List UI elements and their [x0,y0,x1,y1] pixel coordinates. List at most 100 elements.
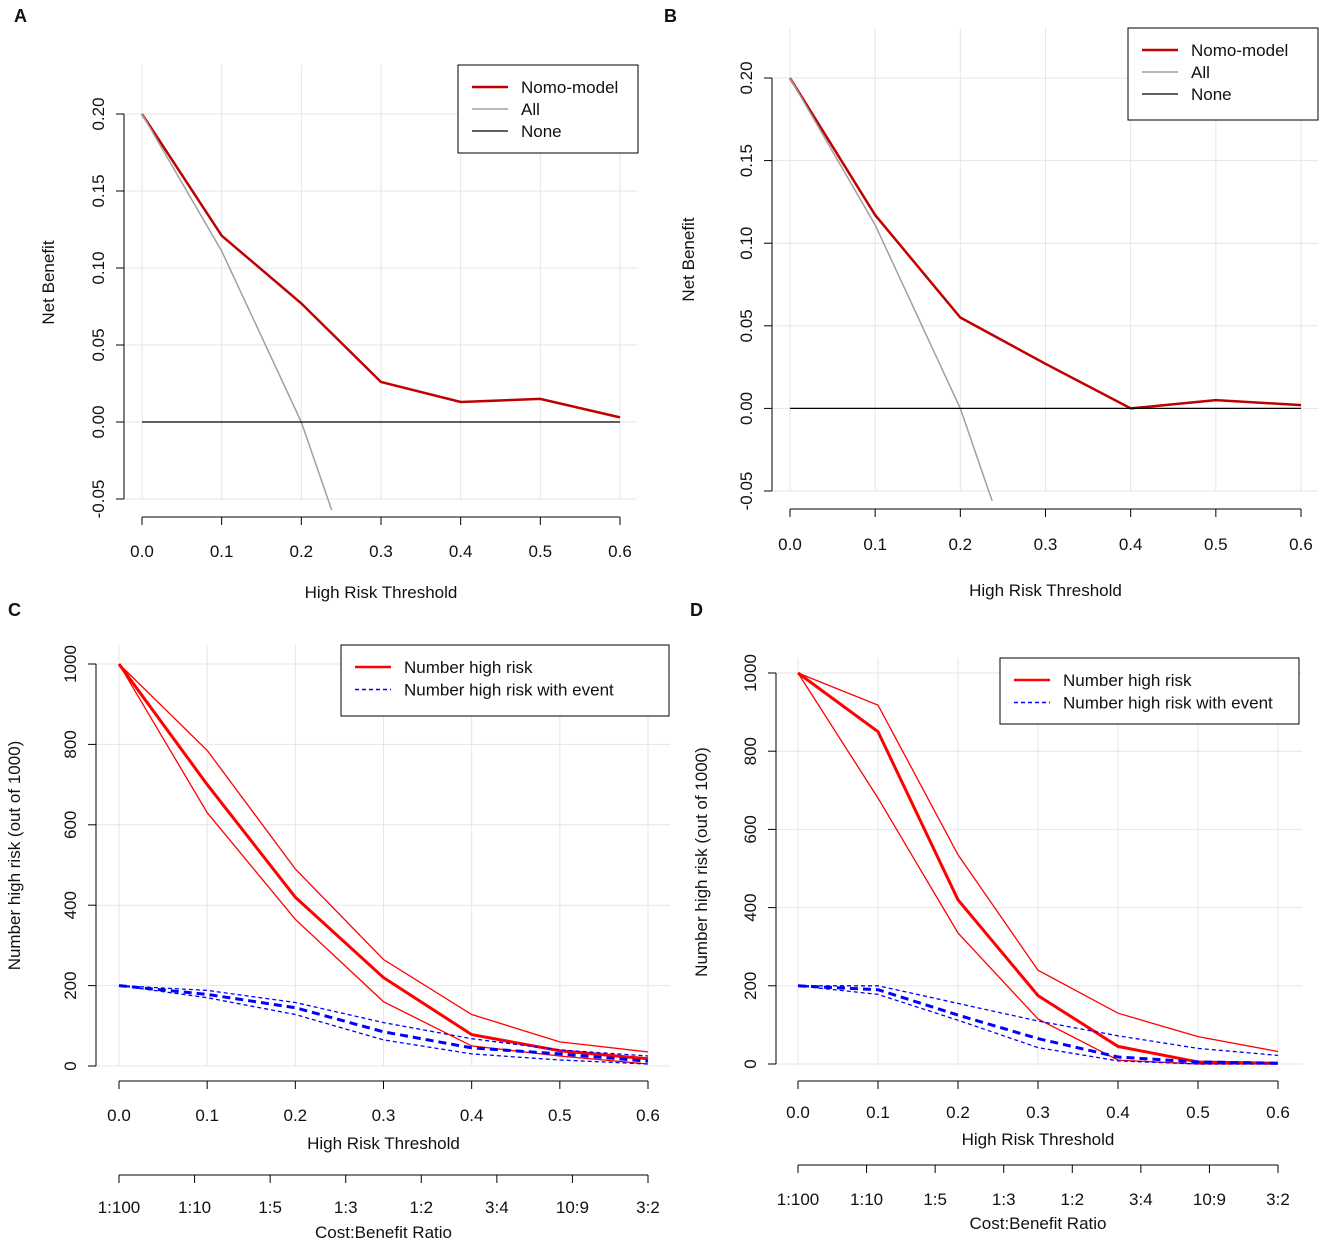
x-tick-label: 0.5 [529,542,553,561]
legend-label: Number high risk with event [1063,694,1273,713]
y-tick-label: -0.05 [737,472,756,511]
y-axis-title: Net Benefit [39,240,58,324]
x-tick-label: 0.0 [130,542,154,561]
x-tick-label: 0.5 [1186,1103,1210,1122]
legend-label: Nomo-model [521,78,618,97]
y-tick-label: 1000 [61,645,80,683]
x-tick-label: 0.4 [1119,535,1143,554]
series-line-number-high-risk [117,663,649,1061]
y-tick-label: 0 [741,1059,760,1068]
x-tick-label: 0.1 [195,1106,219,1125]
x-tick-label: 0.1 [863,535,887,554]
x2-tick-label: 10:9 [556,1198,589,1217]
x-tick-label: 0.4 [449,542,473,561]
series-line-number-high-risk-with-event-upper [798,985,1279,1057]
x-tick-label: 0.3 [1026,1103,1050,1122]
x-tick-label: 0.3 [372,1106,396,1125]
x2-tick-label: 1:2 [409,1198,433,1217]
series-line-all [141,113,333,510]
panel-b: B -0.05 0.00 0.05 0.10 0.15 0.20 Net Benefit 0.0… [664,6,1319,600]
y-tick-label: 400 [61,891,80,919]
series-group [140,113,621,510]
panel-label-b: B [664,6,677,26]
x-axis-title: High Risk Threshold [307,1134,460,1153]
series-line-nomo-model [788,77,1302,410]
x-axis [797,1080,1279,1089]
x-axis [789,508,1302,517]
x-tick-label: 0.6 [1266,1103,1290,1122]
x-tick-label: 0.5 [548,1106,572,1125]
x-tick-label: 0.2 [946,1103,970,1122]
y-tick-label: 800 [741,737,760,765]
x-tick-label: 0.2 [290,542,314,561]
x-tick-label: 0.1 [866,1103,890,1122]
legend-box [1127,27,1319,121]
panel-d: D 0 200 400 600 800 1000 Number high risk (out … [690,600,1302,1233]
x2-tick-label: 1:100 [98,1198,141,1217]
y-tick-label: 0.15 [89,174,108,207]
y-tick-label: 0.10 [737,227,756,260]
x2-axis [118,1174,649,1183]
y-tick-label: 1000 [741,654,760,692]
x2-tick-label: 10:9 [1193,1190,1226,1209]
x2-tick-label: 1:100 [777,1190,820,1209]
x-tick-label: 0.6 [1289,535,1313,554]
y-axis [768,672,777,1065]
y-tick-label: 0.10 [89,251,108,284]
x-tick-label: 0.6 [608,542,632,561]
series-line-number-high-risk-with-event-upper [118,984,649,1057]
x-axis-title: High Risk Threshold [305,583,458,602]
x2-tick-label: 3:4 [1129,1190,1153,1209]
y-tick-label: 800 [61,730,80,758]
series-group [117,663,649,1065]
x-tick-label: 0.4 [1106,1103,1130,1122]
x-tick-label: 0.4 [460,1106,484,1125]
panel-label-a: A [14,6,27,26]
legend: Nomo-model All None [457,64,639,154]
legend-label: Nomo-model [1191,41,1288,60]
x-tick-label: 0.0 [786,1103,810,1122]
x-axis-title: High Risk Threshold [969,581,1122,600]
legend-label: Number high risk [1063,671,1192,690]
series-line-number-high-risk-lower [118,663,649,1065]
x2-tick-label: 1:5 [923,1190,947,1209]
y-axis [764,77,773,492]
y-tick-label: 200 [61,971,80,999]
x2-tick-label: 3:2 [1266,1190,1290,1209]
y-tick-label: 0.05 [89,328,108,361]
x-axis [118,1080,649,1089]
legend-label: None [1191,85,1232,104]
legend-label: All [1191,63,1210,82]
series-group [788,77,1302,501]
x-tick-label: 0.6 [636,1106,660,1125]
series-group [797,671,1279,1065]
series-line-number-high-risk-upper [797,672,1279,1053]
x-tick-label: 0.0 [778,535,802,554]
grid [96,645,670,1067]
legend-label: Number high risk [404,658,533,677]
series-line-number-high-risk-lower [797,672,1278,1065]
x2-tick-label: 1:2 [1060,1190,1084,1209]
y-tick-label: 0.20 [89,97,108,130]
x-tick-label: 0.0 [107,1106,131,1125]
y-axis-title: Net Benefit [679,217,698,301]
x2-axis-title: Cost:Benefit Ratio [315,1223,452,1241]
series-line-all [789,77,993,501]
series-line-number-high-risk-upper [118,663,649,1053]
y-tick-label: 0.20 [737,61,756,94]
y-tick-label: 0.15 [737,144,756,177]
x2-tick-label: 3:2 [636,1198,660,1217]
legend: Number high risk Number high risk with ev… [999,657,1300,725]
x-tick-label: 0.1 [210,542,234,561]
y-axis [88,663,97,1067]
y-tick-label: 0.00 [737,392,756,425]
panel-c: C 0 200 400 600 800 1000 Number high risk (out … [5,600,670,1241]
y-axis-title: Number high risk (out of 1000) [5,741,24,971]
panel-a: A -0.05 0.00 0.05 0.10 0.15 0.20 Net Benefit 0.0… [14,6,639,602]
panel-label-c: C [8,600,21,620]
x-tick-label: 0.3 [1034,535,1058,554]
legend-label: Number high risk with event [404,681,614,700]
y-axis [116,113,125,500]
x2-tick-label: 1:10 [850,1190,883,1209]
